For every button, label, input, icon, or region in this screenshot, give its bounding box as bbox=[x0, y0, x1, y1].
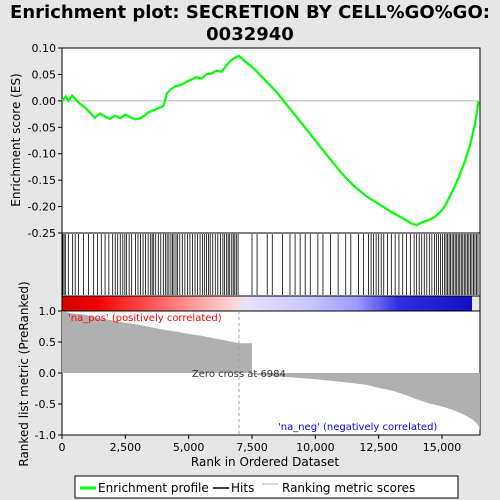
enrichment-panel bbox=[61, 47, 481, 234]
es-y-tick-label: 0.05 bbox=[32, 68, 57, 81]
enrichment-profile-line bbox=[61, 54, 480, 227]
es-y-tick-label: -0.05 bbox=[28, 121, 56, 134]
rank-y-tick-label: 0.5 bbox=[39, 336, 57, 349]
neg-correlated-label: 'na_neg' (negatively correlated) bbox=[278, 422, 437, 433]
hit-markers bbox=[62, 234, 479, 295]
rank-y-tick-label: 0.0 bbox=[39, 367, 57, 380]
es-y-tick-label: 0.00 bbox=[32, 95, 57, 108]
rank-x-tick-label: 10,000 bbox=[296, 441, 335, 454]
chart-title-line1: Enrichment plot: SECRETION BY CELL%GO%GO… bbox=[10, 2, 490, 23]
rank-y-ticks: -1.0 -0.5 0.0 0.5 1.0 bbox=[35, 305, 62, 442]
es-y-tick-label: 0.10 bbox=[32, 42, 57, 55]
rank-y-axis-label: Ranked list metric (PreRanked) bbox=[17, 281, 31, 466]
chart-title-line2: 0032940 bbox=[206, 24, 294, 45]
es-y-tick-label: -0.15 bbox=[28, 174, 56, 187]
legend-enrichment-profile: Enrichment profile bbox=[98, 481, 209, 495]
ranking-color-bar bbox=[62, 296, 472, 311]
rank-y-tick-label: -1.0 bbox=[35, 429, 56, 442]
rank-y-tick-label: 1.0 bbox=[39, 305, 57, 318]
pos-correlated-label: 'na_pos' (positively correlated) bbox=[68, 313, 222, 324]
rank-x-tick-label: 5,000 bbox=[173, 441, 205, 454]
es-y-tick-label: -0.20 bbox=[28, 201, 56, 214]
es-y-axis-label: Enrichment score (ES) bbox=[9, 73, 23, 206]
rank-x-axis-label: Rank in Ordered Dataset bbox=[191, 455, 339, 469]
rank-x-tick-label: 7,500 bbox=[236, 441, 268, 454]
es-y-tick-label: -0.25 bbox=[28, 227, 56, 240]
rank-x-tick-label: 12,500 bbox=[359, 441, 398, 454]
rank-x-tick-label: 15,000 bbox=[423, 441, 462, 454]
es-y-ticks: -0.25 -0.20 -0.15 -0.10 -0.05 0.00 0.05 0.10 bbox=[28, 42, 62, 240]
legend-box bbox=[74, 475, 459, 499]
es-y-tick-label: -0.10 bbox=[28, 148, 56, 161]
rank-x-tick-label: 2,500 bbox=[110, 441, 142, 454]
legend-hits: Hits bbox=[231, 481, 254, 495]
rank-y-tick-label: -0.5 bbox=[35, 398, 56, 411]
zero-cross-label: Zero cross at 6984 bbox=[192, 369, 286, 380]
rank-x-tick-label: 0 bbox=[59, 441, 66, 454]
rank-x-ticks: 0 2,500 5,000 7,500 10,000 12,500 15,000 bbox=[59, 435, 462, 454]
ranking-metric-bars bbox=[62, 311, 480, 430]
legend-ranking-metric: Ranking metric scores bbox=[282, 481, 415, 495]
